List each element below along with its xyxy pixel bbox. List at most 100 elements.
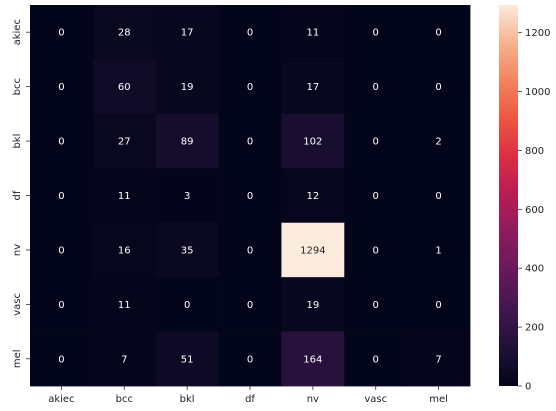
- cell-value-label: 0: [435, 28, 441, 39]
- heatmap-cell-mel-mel: [407, 331, 471, 387]
- colorbar-tick-label: 1000: [525, 87, 550, 98]
- cell-value-label: 0: [247, 82, 253, 93]
- cell-value-label: 51: [181, 354, 194, 365]
- cell-value-label: 11: [118, 300, 131, 311]
- cell-value-label: 19: [306, 300, 319, 311]
- cell-value-label: 0: [247, 28, 253, 39]
- cell-value-label: 0: [373, 245, 379, 256]
- cell-value-label: 0: [435, 300, 441, 311]
- colorbar-tick-label: 400: [525, 264, 544, 275]
- cell-value-label: 0: [247, 354, 253, 365]
- heatmap-cell-bcc-bkl: [155, 59, 219, 115]
- heatmap-cell-bkl-vasc: [344, 113, 408, 169]
- cell-value-label: 0: [435, 191, 441, 202]
- heatmap-cell-nv-mel: [407, 222, 471, 278]
- heatmap-cell-nv-vasc: [344, 222, 408, 278]
- cell-value-label: 7: [121, 354, 127, 365]
- heatmap-cell-akiec-nv: [281, 5, 345, 60]
- colorbar-tick-label: 200: [525, 323, 544, 334]
- colorbar-tick-label: 1200: [525, 28, 550, 39]
- cell-value-label: 0: [373, 191, 379, 202]
- x-tick-label: bkl: [180, 394, 195, 405]
- cell-value-label: 28: [118, 28, 131, 39]
- cell-value-label: 17: [306, 82, 319, 93]
- cell-value-label: 0: [373, 300, 379, 311]
- cell-value-label: 0: [247, 191, 253, 202]
- cell-value-label: 60: [118, 82, 131, 93]
- x-tick-label: akiec: [48, 394, 74, 405]
- heatmap-cell-akiec-bcc: [92, 5, 157, 60]
- y-tick-label: vasc: [12, 293, 23, 316]
- cell-value-label: 0: [58, 28, 64, 39]
- cell-value-label: 11: [118, 191, 131, 202]
- cell-value-label: 0: [247, 245, 253, 256]
- heatmap-cell-mel-df: [218, 331, 282, 387]
- cell-value-label: 3: [184, 191, 190, 202]
- cell-value-label: 19: [181, 82, 194, 93]
- cell-value-label: 0: [58, 354, 64, 365]
- heatmap-cell-nv-bkl: [155, 222, 219, 278]
- colorbar-tick-label: 0: [525, 382, 531, 393]
- heatmap-cell-bkl-bkl: [155, 113, 219, 169]
- heatmap-cell-bcc-mel: [407, 59, 471, 115]
- heatmap-cell-bkl-akiec: [30, 113, 94, 169]
- heatmap-cell-mel-akiec: [30, 331, 94, 387]
- heatmap-cell-df-bkl: [155, 168, 219, 224]
- heatmap-cell-df-vasc: [344, 168, 408, 224]
- y-tick-label: df: [12, 190, 23, 200]
- heatmap-cell-akiec-vasc: [344, 5, 408, 60]
- cell-value-label: 0: [373, 354, 379, 365]
- cell-value-label: 0: [58, 191, 64, 202]
- y-tick-label: akiec: [12, 19, 23, 45]
- cell-value-label: 164: [303, 354, 322, 365]
- colorbar: 0 200 400 600 800 1000 1200: [499, 5, 550, 393]
- x-tick-label: mel: [429, 394, 448, 405]
- heatmap-cell-bcc-df: [218, 59, 282, 115]
- y-tick-label: nv: [12, 244, 23, 256]
- heatmap-cell-vasc-bkl: [155, 277, 219, 332]
- cell-value-label: 0: [58, 245, 64, 256]
- cell-value-label: 7: [435, 354, 441, 365]
- cell-value-label: 89: [181, 137, 194, 148]
- heatmap-cell-bcc-vasc: [344, 59, 408, 115]
- cell-value-label: 27: [118, 137, 131, 148]
- cell-value-label: 0: [184, 300, 190, 311]
- cell-value-label: 17: [181, 28, 194, 39]
- cell-value-label: 0: [373, 82, 379, 93]
- cell-value-label: 12: [306, 191, 319, 202]
- heatmap-cell-nv-nv: [281, 222, 345, 278]
- cell-value-label: 0: [247, 300, 253, 311]
- heatmap-cell-akiec-akiec: [30, 5, 94, 60]
- cell-value-label: 1: [435, 245, 441, 256]
- heatmap-cell-mel-nv: [281, 331, 345, 387]
- cell-value-label: 0: [435, 82, 441, 93]
- heatmap-cell-nv-bcc: [92, 222, 157, 278]
- y-tick-label: bcc: [12, 78, 23, 95]
- colorbar-tick-label: 600: [525, 205, 544, 216]
- heatmap-cell-df-nv: [281, 168, 345, 224]
- heatmap-cell-akiec-mel: [407, 5, 471, 60]
- cell-value-label: 11: [306, 28, 319, 39]
- cell-value-label: 1294: [300, 245, 325, 256]
- cell-value-label: 102: [303, 137, 322, 148]
- heatmap-cell-vasc-vasc: [344, 277, 408, 332]
- colorbar-tick-label: 800: [525, 146, 544, 157]
- heatmap-cell-bkl-df: [218, 113, 282, 169]
- heatmap-cell-vasc-akiec: [30, 277, 94, 332]
- heatmap-cell-df-bcc: [92, 168, 157, 224]
- heatmap-cell-df-df: [218, 168, 282, 224]
- heatmap-cell-vasc-mel: [407, 277, 471, 332]
- x-axis: akiec bcc bkl df nv vasc mel: [48, 386, 448, 405]
- heatmap-cell-bkl-mel: [407, 113, 471, 169]
- cell-value-label: 0: [58, 82, 64, 93]
- heatmap-cell-df-akiec: [30, 168, 94, 224]
- cell-value-label: 0: [373, 137, 379, 148]
- heatmap-cell-bcc-nv: [281, 59, 345, 115]
- x-tick-label: bcc: [116, 394, 133, 405]
- x-tick-label: vasc: [364, 394, 387, 405]
- cell-value-label: 16: [118, 245, 131, 256]
- heatmap-cell-bkl-bcc: [92, 113, 157, 169]
- cell-value-label: 0: [58, 300, 64, 311]
- y-axis: akiec bcc bkl df nv vasc mel: [12, 19, 30, 368]
